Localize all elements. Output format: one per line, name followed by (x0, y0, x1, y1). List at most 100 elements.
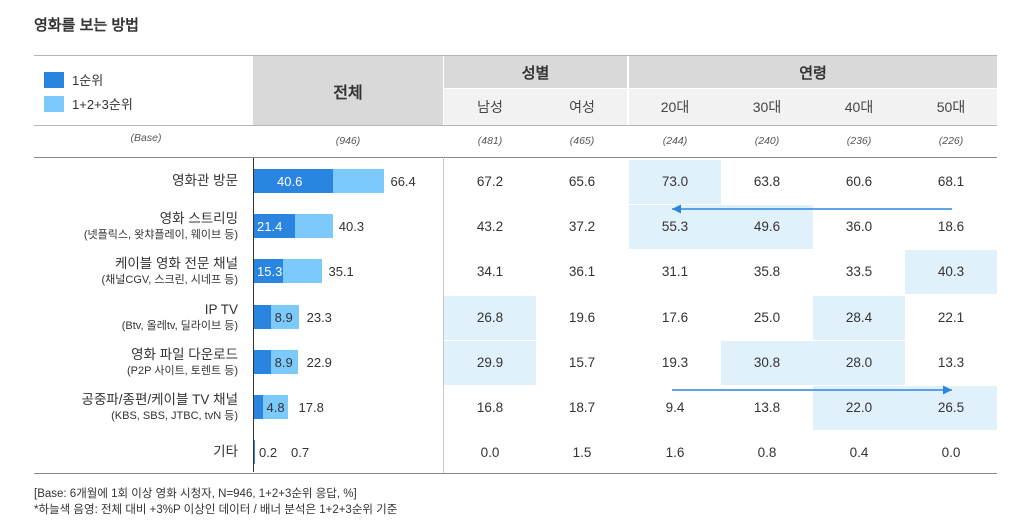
header-total: 전체 (333, 84, 363, 102)
row-label-main: 기타 (213, 444, 238, 459)
row-label-sub: (Btv, 올레tv, 딜라이브 등) (121, 320, 238, 332)
bar-first-label: 8.9 (274, 309, 293, 325)
row-label-main: 공중파/종편/케이블 TV 채널 (81, 392, 238, 407)
column-header-3: 30대 (752, 99, 782, 115)
table-cell: 49.6 (753, 218, 781, 234)
table-cell: 26.5 (937, 399, 965, 415)
highlight-cell (813, 340, 905, 385)
legend-label-first: 1순위 (72, 73, 104, 88)
base-column-1: (465) (569, 135, 595, 147)
table-cell: 37.2 (568, 218, 596, 234)
base-rule (34, 157, 997, 158)
row-label-main: 케이블 영화 전문 채널 (114, 256, 238, 271)
row-label-sub: (채널CGV, 스크린, 시네프 등) (101, 274, 238, 286)
bar-axis (253, 158, 254, 472)
row-label-main: IP TV (204, 302, 238, 317)
bar-first (253, 169, 334, 193)
bar-first (253, 440, 255, 464)
table-cell: 0.0 (480, 444, 500, 460)
row-label-main: 영화 스트리밍 (159, 211, 238, 226)
table-cell: 13.8 (753, 399, 781, 415)
footnote-base: [Base: 6개월에 1회 이상 영화 시청자, N=946, 1+2+3순위… (34, 488, 357, 500)
highlight-cell (721, 204, 813, 249)
bar-total-label: 17.8 (298, 399, 324, 415)
column-divider (443, 157, 444, 473)
highlight-cell (629, 159, 721, 204)
bar-total-label: 40.3 (338, 218, 365, 234)
table-cell: 9.4 (665, 399, 685, 415)
table-cell: 19.3 (661, 354, 689, 370)
row-label: 영화관 방문 (40, 172, 238, 190)
row-label-sub: (넷플릭스, 왓챠플레이, 웨이브 등) (83, 229, 238, 241)
base-total: (946) (335, 135, 361, 147)
table-cell: 34.1 (476, 263, 504, 279)
bar-first-label: 21.4 (257, 218, 283, 234)
table-cell: 35.8 (753, 263, 781, 279)
column-header-0: 남성 (477, 99, 503, 115)
table-cell: 25.0 (753, 309, 781, 325)
highlight-cell (813, 295, 905, 340)
table-cell: 28.4 (845, 309, 873, 325)
bar-total-label: 23.3 (306, 309, 332, 325)
chart-title: 영화를 보는 방법 (34, 17, 139, 34)
row-label: 기타 (40, 443, 238, 461)
column-header-1: 여성 (569, 99, 595, 115)
row-label: IP TV (Btv, 올레tv, 딜라이브 등) (40, 301, 238, 333)
highlight-cell (905, 385, 997, 430)
legend-swatch-total (44, 95, 64, 112)
table-cell: 55.3 (661, 218, 689, 234)
bar-first-label: 4.8 (266, 399, 285, 415)
trend-arrow-head (672, 204, 681, 214)
base-column-3: (240) (754, 135, 780, 147)
table-cell: 16.8 (476, 399, 504, 415)
table-cell: 73.0 (661, 173, 689, 189)
bar-first-label: 15.3 (257, 263, 283, 279)
row-label-sub: (KBS, SBS, JTBC, tvN 등) (111, 410, 238, 422)
header-gender: 성별 (521, 64, 550, 82)
highlight-cell (813, 385, 905, 430)
legend-item-total: 1+2+3순위 (44, 94, 133, 113)
bar-first-label: 0.2 (259, 444, 278, 460)
row-label-main: 영화 파일 다운로드 (131, 347, 238, 362)
bar-total-label: 35.1 (328, 263, 354, 279)
row-label: 영화 파일 다운로드 (P2P 사이트, 토렌트 등) (40, 346, 238, 378)
table-cell: 60.6 (845, 173, 873, 189)
table-cell: 0.8 (757, 444, 777, 460)
bar-first (253, 305, 271, 329)
table-cell: 36.0 (845, 218, 873, 234)
highlight-cell (444, 340, 536, 385)
table-cell: 19.6 (568, 309, 596, 325)
table-cell: 67.2 (476, 173, 504, 189)
table-cell: 0.0 (941, 444, 961, 460)
table-cell: 26.8 (476, 309, 504, 325)
bar-first (253, 350, 271, 374)
bar-first (253, 259, 284, 283)
table-cell: 31.1 (661, 263, 689, 279)
table-cell: 43.2 (476, 218, 504, 234)
base-column-5: (226) (938, 135, 964, 147)
highlight-cell (629, 204, 721, 249)
table-cell: 29.9 (476, 354, 504, 370)
column-header-5: 50대 (936, 99, 966, 115)
table-cell: 65.6 (568, 173, 596, 189)
header-age: 연령 (799, 64, 827, 82)
header-age-sub-bg (629, 89, 997, 125)
table-cell: 68.1 (937, 173, 965, 189)
base-label: (Base) (130, 132, 162, 144)
row-label: 영화 스트리밍 (넷플릭스, 왓챠플레이, 웨이브 등) (40, 210, 238, 242)
bar-first-label: 8.9 (274, 354, 293, 370)
table-cell: 30.8 (753, 354, 781, 370)
bar-total-label: 22.9 (306, 354, 332, 370)
table-cell: 36.1 (568, 263, 596, 279)
bar-total-label: 66.4 (390, 173, 416, 189)
base-column-4: (236) (846, 135, 872, 147)
footnote-highlight: *하늘색 음영: 전체 대비 +3%P 이상인 데이터 / 배너 분석은 1+2… (34, 504, 398, 516)
legend-item-first: 1순위 (44, 70, 103, 89)
bar-first (253, 395, 263, 419)
table-cell: 33.5 (845, 263, 873, 279)
table-cell: 18.7 (568, 399, 596, 415)
table-cell: 40.3 (937, 263, 965, 279)
header-age-bg (629, 56, 997, 88)
table-cell: 22.1 (937, 309, 965, 325)
